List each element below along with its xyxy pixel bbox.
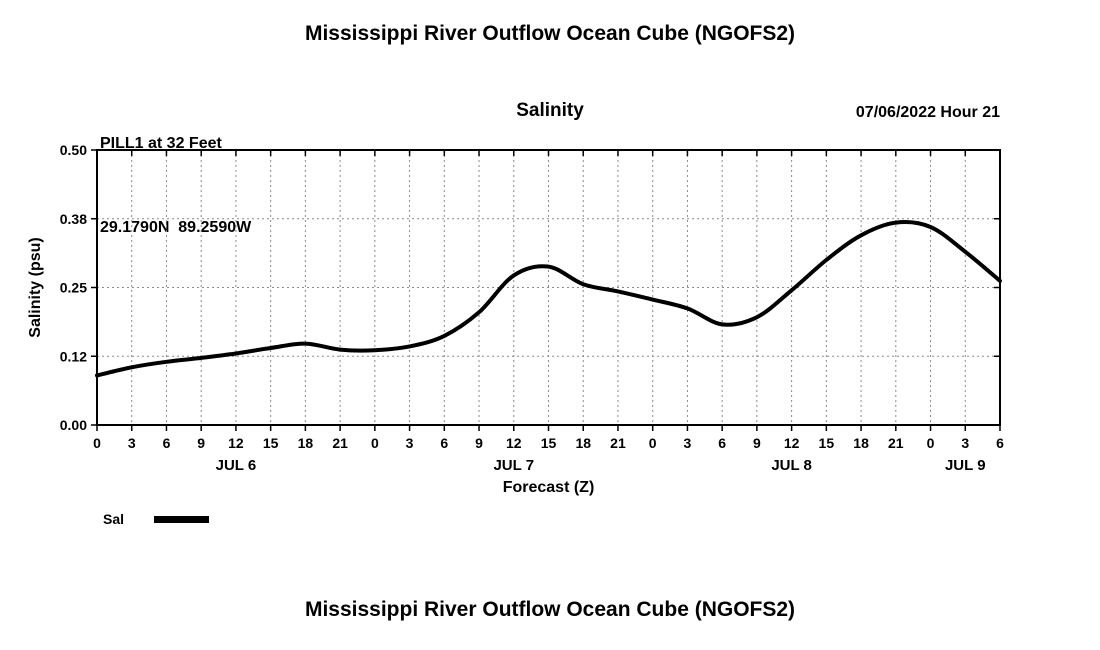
coordinates-label: 29.1790N 89.2590W <box>100 219 252 236</box>
x-tick-label: 6 <box>996 435 1004 451</box>
x-tick-label: 12 <box>784 435 800 451</box>
chart-legend: Sal <box>103 511 210 527</box>
chart-title: Salinity <box>516 100 584 121</box>
x-tick-label: 0 <box>93 435 101 451</box>
station-info: PILL1 at 32 Feet 29.1790N 89.2590W <box>100 74 251 298</box>
page-title-top: Mississippi River Outflow Ocean Cube (NG… <box>304 22 796 45</box>
x-tick-label: 6 <box>440 435 448 451</box>
datetime-label: 07/06/2022 Hour 21 <box>855 104 1000 121</box>
y-tick-label: 0.25 <box>60 280 87 296</box>
x-tick-label: 15 <box>819 435 835 451</box>
day-label: JUL 9 <box>945 457 986 474</box>
x-tick-label: 6 <box>163 435 171 451</box>
station-label: PILL1 at 32 Feet <box>100 135 222 152</box>
x-tick-label: 9 <box>753 435 761 451</box>
x-tick-label: 12 <box>228 435 244 451</box>
y-tick-label: 0.38 <box>60 211 87 227</box>
x-tick-label: 3 <box>961 435 969 451</box>
salinity-series-line <box>95 220 1002 378</box>
x-tick-label: 9 <box>475 435 483 451</box>
x-tick-label: 18 <box>298 435 314 451</box>
x-tick-label: 15 <box>541 435 557 451</box>
day-label: JUL 6 <box>216 457 257 474</box>
y-tick-label: 0.50 <box>60 142 87 158</box>
x-tick-label: 0 <box>649 435 657 451</box>
x-tick-label: 21 <box>610 435 626 451</box>
x-axis-title: Forecast (Z) <box>503 479 595 496</box>
x-tick-label: 3 <box>684 435 692 451</box>
x-tick-label: 18 <box>853 435 869 451</box>
legend-line-swatch <box>154 515 210 523</box>
y-tick-label: 0.12 <box>60 348 87 364</box>
x-tick-label: 21 <box>332 435 348 451</box>
x-tick-label: 21 <box>888 435 904 451</box>
x-tick-label: 3 <box>128 435 136 451</box>
y-axis-title: Salinity (psu) <box>27 237 44 337</box>
x-tick-label: 3 <box>406 435 414 451</box>
x-tick-label: 6 <box>718 435 726 451</box>
x-tick-label: 18 <box>575 435 591 451</box>
page-title-bottom: Mississippi River Outflow Ocean Cube (NG… <box>304 598 796 621</box>
x-tick-label: 9 <box>197 435 205 451</box>
day-label: JUL 8 <box>771 457 812 474</box>
x-tick-label: 15 <box>263 435 279 451</box>
y-tick-label: 0.00 <box>60 417 87 433</box>
legend-label: Sal <box>103 511 125 527</box>
x-tick-label: 0 <box>927 435 935 451</box>
x-tick-label: 0 <box>371 435 379 451</box>
x-tick-label: 12 <box>506 435 522 451</box>
day-label: JUL 7 <box>493 457 534 474</box>
